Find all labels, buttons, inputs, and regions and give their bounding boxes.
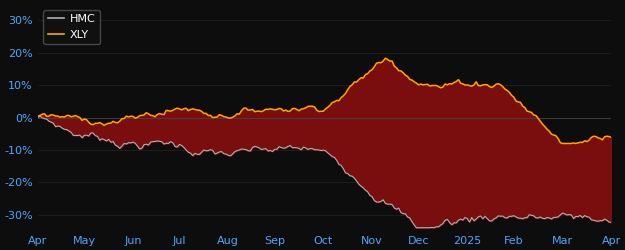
Legend: HMC, XLY: HMC, XLY <box>43 10 100 44</box>
